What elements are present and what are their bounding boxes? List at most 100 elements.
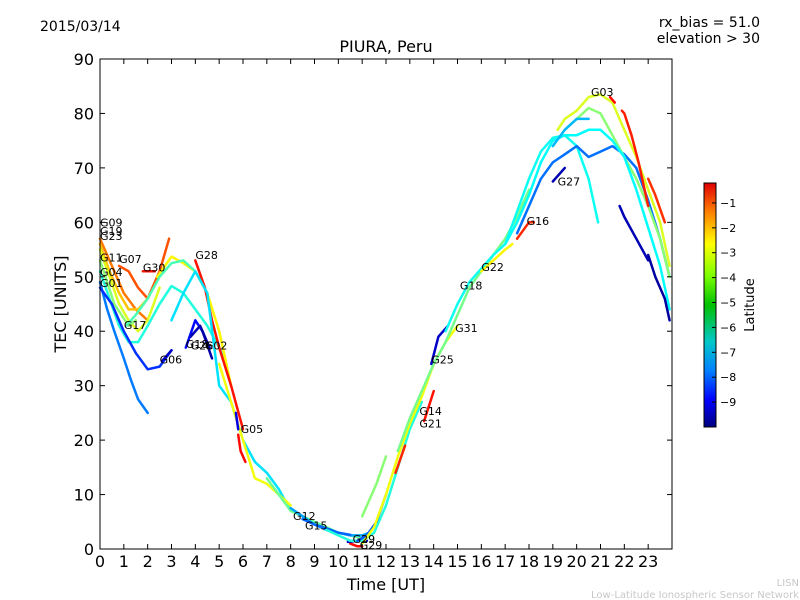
x-tick-label: 13 — [400, 552, 420, 571]
series-line-G03b — [563, 106, 671, 279]
series-layer — [98, 93, 671, 548]
series-line-G29 — [349, 542, 364, 548]
sat-label: G19 — [100, 225, 123, 238]
y-axis-label: TEC [UNITS] — [51, 256, 70, 354]
series-line-G03f — [646, 177, 667, 224]
elevation-label: elevation > 30 — [657, 31, 760, 47]
sat-label: G25 — [431, 353, 454, 366]
x-tick-label: 2 — [143, 552, 153, 571]
x-tick-label: 20 — [566, 552, 586, 571]
x-tick-label: 4 — [190, 552, 200, 571]
sat-label: G18 — [460, 279, 483, 292]
sat-label: G09 — [100, 217, 123, 230]
y-tick-label: 80 — [74, 104, 94, 123]
sat-label: G17 — [124, 319, 147, 332]
x-tick-label: 18 — [519, 552, 539, 571]
sat-label: G21 — [419, 418, 442, 431]
y-tick-label: 20 — [74, 431, 94, 450]
sat-label-layer: G09G19G23G11G04G01G07G30G28G17G06G18G26G… — [100, 86, 613, 552]
sat-label: G11 — [100, 252, 123, 265]
sat-label: G18 — [186, 338, 209, 351]
series-line-G17 — [124, 259, 197, 328]
sat-label: G28 — [195, 249, 218, 262]
y-tick-label: 30 — [74, 377, 94, 396]
x-tick-label: 5 — [214, 552, 224, 571]
x-tick-label: 17 — [495, 552, 515, 571]
series-line-G23 — [98, 248, 161, 333]
sat-label: G15 — [305, 519, 328, 532]
footer-lisn: LISN — [777, 578, 799, 589]
y-tick-label: 70 — [74, 159, 94, 178]
series-line-G11 — [98, 259, 138, 328]
sat-label: G22 — [481, 261, 504, 274]
sat-label: G12 — [293, 510, 316, 523]
y-tick-label: 10 — [74, 486, 94, 505]
series-line-G21b — [422, 389, 435, 423]
series-line-G03 — [556, 93, 671, 268]
chart-title: PIURA, Peru — [339, 37, 432, 56]
series-line-G31 — [430, 324, 450, 366]
x-tick-label: 6 — [238, 552, 248, 571]
series-line-G15b — [301, 517, 352, 537]
footer-network: Low-Latitude Ionospheric Sensor Network — [591, 590, 799, 600]
series-line-G03d — [608, 95, 617, 104]
sat-label: G14 — [419, 405, 442, 418]
y-tick-label: 60 — [74, 213, 94, 232]
series-line-G03h — [646, 253, 671, 322]
sat-label: G06 — [160, 353, 183, 366]
x-tick-label: 8 — [286, 552, 296, 571]
x-axis-label: Time [UT] — [346, 575, 425, 594]
colorbar-tick-label: −9 — [720, 396, 736, 409]
y-tick-label: 50 — [74, 268, 94, 287]
sat-label: G16 — [527, 215, 550, 228]
sat-label: G31 — [455, 322, 478, 335]
x-tick-label: 11 — [352, 552, 372, 571]
y-tick-label: 0 — [84, 540, 94, 559]
sat-label: G05 — [241, 423, 264, 436]
series-line-G27 — [551, 166, 567, 183]
x-tick-label: 7 — [262, 552, 272, 571]
colorbar-tick-label: −3 — [720, 247, 736, 260]
x-tick-label: 15 — [447, 552, 467, 571]
x-tick-label: 21 — [590, 552, 610, 571]
sat-label: G02 — [205, 340, 228, 353]
x-tick-label: 19 — [543, 552, 563, 571]
colorbar-ticks: −1 −2 −3 −4 −5 −6 −7 −8 −9 — [712, 197, 736, 409]
plot-frame — [99, 58, 673, 550]
colorbar-tick-label: −8 — [720, 371, 736, 384]
x-tick-label: 9 — [309, 552, 319, 571]
x-tick-label: 1 — [119, 552, 129, 571]
x-tick-label: 14 — [423, 552, 443, 571]
series-line-G03c — [503, 128, 671, 311]
series-line-G16 — [515, 221, 536, 240]
colorbar-tick-label: −1 — [720, 197, 736, 210]
series-line-G28 — [194, 259, 245, 431]
sat-label: G26 — [191, 340, 214, 353]
series-line-G29c — [325, 400, 424, 543]
colorbar-tick-label: −5 — [720, 297, 736, 310]
series-line-G02 — [201, 329, 214, 360]
colorbar — [703, 182, 717, 428]
colorbar-tick-label: −6 — [720, 321, 736, 334]
series-line-G18b — [444, 133, 600, 333]
series-line-G01b — [98, 286, 173, 371]
x-tick-label: 3 — [166, 552, 176, 571]
series-line-G04 — [98, 270, 228, 366]
series-line-G09 — [98, 237, 149, 322]
sat-label: G27 — [558, 175, 581, 188]
series-line-G05 — [170, 270, 292, 513]
sat-label: G07 — [119, 253, 142, 266]
series-line-G03g — [618, 204, 650, 262]
x-tick-label: 16 — [471, 552, 491, 571]
sat-label: G01 — [100, 277, 123, 290]
sat-label: G03 — [591, 86, 614, 99]
sat-label: G29 — [360, 539, 383, 552]
sat-label: G29 — [353, 533, 376, 546]
date-label: 2015/03/14 — [40, 19, 121, 35]
x-tick-label: 22 — [614, 552, 634, 571]
series-line-G05d — [234, 411, 240, 431]
sat-label: G23 — [100, 230, 123, 243]
series-line-G_up — [360, 455, 388, 518]
sat-label: G30 — [143, 261, 166, 274]
